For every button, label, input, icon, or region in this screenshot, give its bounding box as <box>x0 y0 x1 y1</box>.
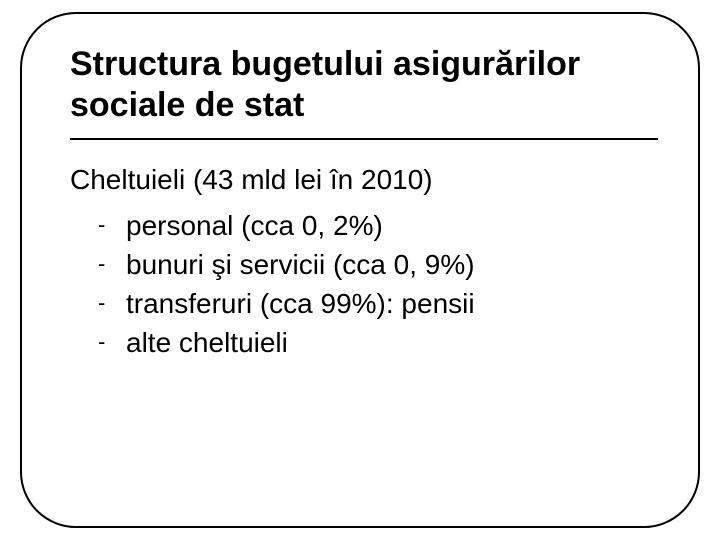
slide: Structura bugetului asigurărilor sociale… <box>0 0 720 540</box>
bullet-list: personal (cca 0, 2%) bunuri şi servicii … <box>98 206 658 363</box>
slide-frame: Structura bugetului asigurărilor sociale… <box>20 12 700 528</box>
list-item: bunuri şi servicii (cca 0, 9%) <box>98 245 658 284</box>
subheading: Cheltuieli (43 mld lei în 2010) <box>70 164 658 196</box>
title-divider <box>70 138 658 140</box>
list-item: alte cheltuieli <box>98 323 658 362</box>
list-item: transferuri (cca 99%): pensii <box>98 284 658 323</box>
slide-title: Structura bugetului asigurărilor sociale… <box>70 44 658 126</box>
list-item: personal (cca 0, 2%) <box>98 206 658 245</box>
